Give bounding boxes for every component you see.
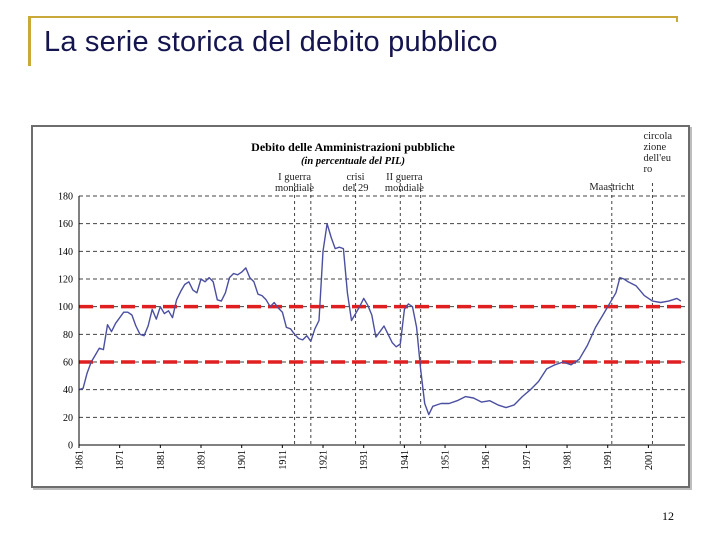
chart-title: Debito delle Amministrazioni pubbliche [251,140,455,154]
x-tick-label: 1941 [400,450,411,470]
annotation-label: del 29 [343,183,369,194]
annotation-label: zione [643,142,666,153]
annotation-label: II guerra [386,172,423,183]
title-frame-top-rule [30,16,678,18]
x-tick-label: 1911 [278,450,289,470]
annotation-label: ro [643,164,652,175]
chart-tick-labels: 0 20 40 60 80 100 120 140 160 180 1861 1871 1881 1891… [58,192,655,471]
title-frame-right-tick [676,16,678,22]
debt-chart: 0 20 40 60 80 100 120 140 160 180 1861 1871 1881 1891… [58,131,685,471]
x-tick-label: 1931 [359,450,370,470]
x-tick-label: 1971 [522,450,533,470]
x-tick-label: 2001 [644,450,655,470]
chart-subtitle: (in percentuale del PIL) [301,156,405,167]
x-tick-label: 1871 [115,450,126,470]
chart-series [78,223,682,416]
slide-title: La serie storica del debito pubblico [44,26,498,58]
y-tick-label: 20 [63,413,73,424]
y-tick-label: 0 [68,441,73,452]
series-line-debt [78,223,682,416]
annotation-label: mondiale [275,183,314,194]
x-tick-label: 1901 [237,450,248,470]
chart-axes [78,196,685,448]
page-number: 12 [662,509,674,523]
annotation-label: mondiale [385,183,424,194]
x-tick-label: 1991 [603,450,614,470]
annotation-label: crisi [347,172,365,183]
x-tick-label: 1921 [319,450,330,470]
annotation-label: dell'eu [643,153,671,164]
x-tick-label: 1881 [156,450,167,470]
y-tick-label: 120 [58,275,73,286]
annotation-label: Maastricht [589,182,634,193]
y-tick-label: 140 [58,247,73,258]
title-frame-left-rule [28,16,31,66]
x-tick-label: 1891 [197,450,208,470]
y-tick-label: 40 [63,385,73,396]
y-tick-label: 100 [58,302,73,313]
y-tick-label: 80 [63,330,73,341]
x-tick-label: 1951 [441,450,452,470]
y-tick-label: 160 [58,219,73,230]
chart-reference-lines [79,304,685,364]
annotation-label: circola [643,131,672,142]
x-tick-label: 1861 [75,450,86,470]
y-tick-label: 180 [58,192,73,203]
chart-event-lines [294,183,653,445]
annotation-label: I guerra [278,172,311,183]
y-tick-label: 60 [63,358,73,369]
x-tick-label: 1981 [563,450,574,470]
x-tick-label: 1961 [481,450,492,470]
chart-image-frame: 0 20 40 60 80 100 120 140 160 180 1861 1871 1881 1891… [31,125,690,488]
